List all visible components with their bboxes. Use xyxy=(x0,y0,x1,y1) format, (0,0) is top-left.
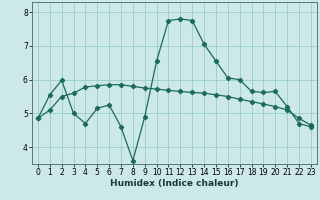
X-axis label: Humidex (Indice chaleur): Humidex (Indice chaleur) xyxy=(110,179,239,188)
